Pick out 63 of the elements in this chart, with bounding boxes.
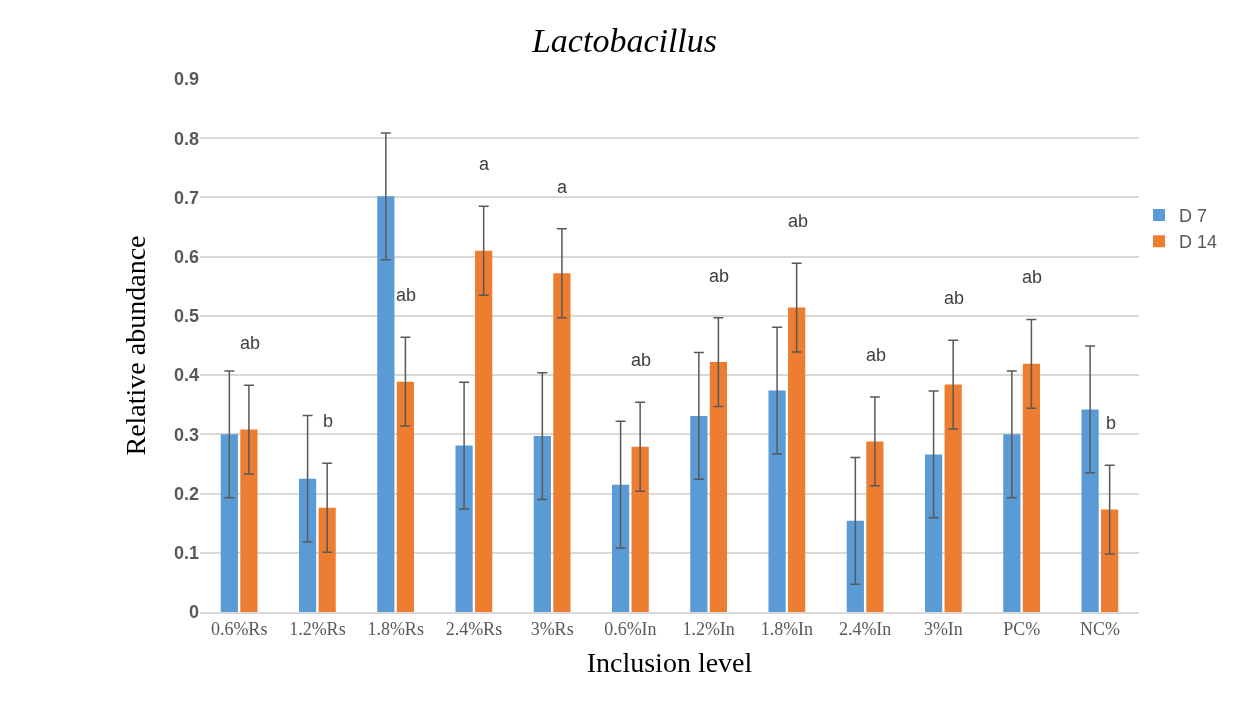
bar [298,478,317,612]
legend-label: D 7 [1179,205,1208,226]
annotation: a [479,154,490,174]
bar [1022,363,1041,612]
bar [553,273,571,612]
annotation: ab [709,266,730,286]
annotation: a [557,177,568,197]
bar [944,384,962,612]
annotation: b [323,411,334,431]
y-tick-label: 0.9 [173,69,199,90]
bar [631,446,649,612]
annotation: ab [631,350,652,370]
x-tick-label: PC% [1003,619,1041,640]
annotation: ab [396,285,417,305]
x-tick-label: 1.8%In [760,619,814,640]
bar [709,362,728,612]
bar [533,436,551,612]
bar [377,196,395,612]
y-tick-label: 0.3 [173,424,199,445]
y-tick-label: 0 [188,602,199,623]
chart-title: Lactobacillus [530,22,718,60]
x-tick-label: 0.6%In [604,619,657,640]
x-tick-label: 2.4%In [838,619,892,640]
x-tick-label: 1.2%In [682,619,735,640]
y-tick-label: 0.6 [173,246,199,267]
bar [768,390,786,612]
x-tick-label: 3%Rs [530,619,574,640]
y-tick-label: 0.2 [173,483,199,504]
bar [318,507,336,612]
y-tick-label: 0.5 [173,306,199,327]
bar [866,441,884,612]
bar [220,434,238,612]
annotation: ab [944,288,965,308]
bar [396,381,415,612]
legend-label: D 14 [1179,232,1218,253]
annotation: ab [1022,267,1043,287]
y-tick-label: 0.4 [173,365,199,386]
x-tick-label: 3%In [923,619,963,640]
x-axis-title: Inclusion level [586,646,753,678]
annotation: ab [240,333,261,353]
bar [455,445,473,612]
bar [1003,434,1021,612]
y-tick-label: 0.1 [173,543,199,564]
bar [1081,409,1099,612]
annotation: ab [788,211,809,231]
x-tick-label: 1.2%Rs [289,619,346,640]
bar [475,250,493,612]
y-axis-title: Relative abundance [119,235,151,456]
bar [788,307,806,612]
bar [240,429,258,612]
annotation: ab [866,345,887,365]
annotation: b [1106,413,1117,433]
bar [1101,509,1119,612]
bar [846,520,864,612]
y-tick-label: 0.8 [173,128,199,149]
x-tick-label: 1.8%Rs [367,619,424,640]
bar [690,415,708,612]
bar [611,484,630,612]
x-tick-label: NC% [1079,619,1120,640]
x-tick-label: 0.6%Rs [210,619,268,640]
bar [924,454,943,612]
y-tick-label: 0.7 [173,187,199,208]
x-tick-label: 2.4%Rs [445,619,503,640]
